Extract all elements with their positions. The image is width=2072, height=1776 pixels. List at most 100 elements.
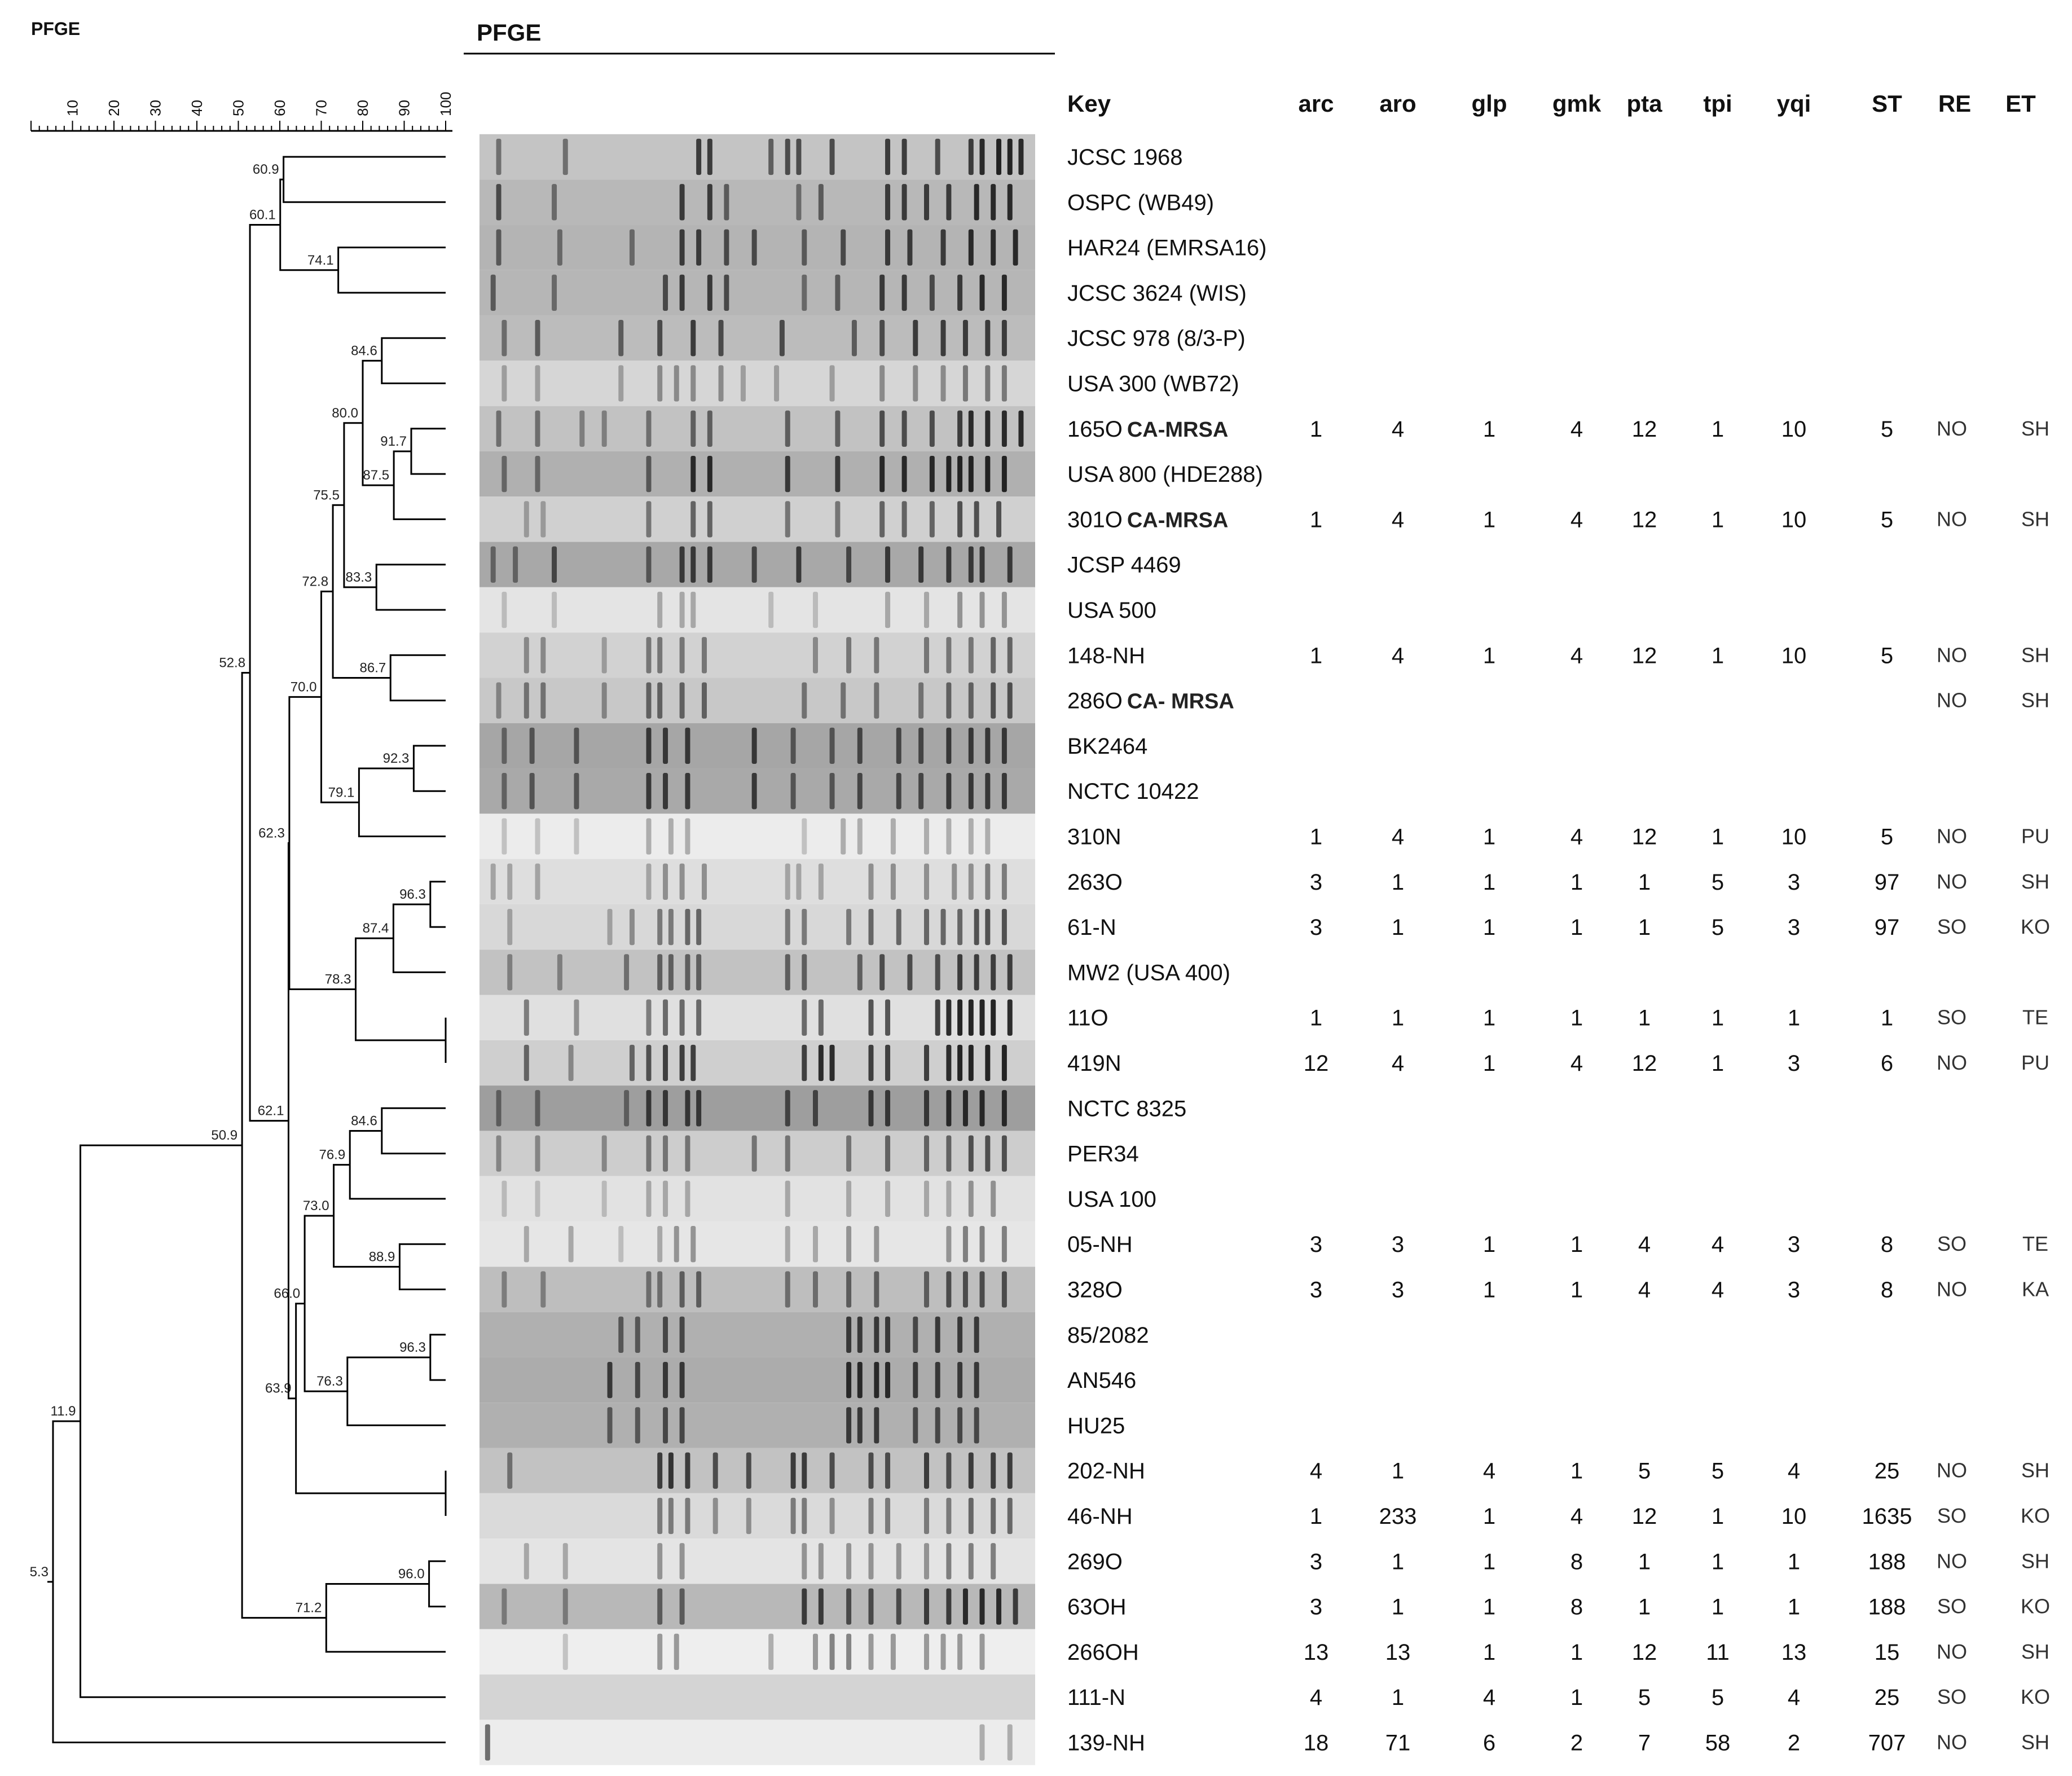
gel-band: [924, 1044, 929, 1082]
gel-band: [968, 138, 974, 175]
gel-band: [568, 1226, 574, 1263]
gel-band: [868, 1497, 874, 1535]
isolate-id: 165O: [1067, 417, 1123, 442]
gel-band: [751, 727, 757, 764]
gel-band: [857, 773, 863, 810]
cell-arc: 1: [1310, 1006, 1322, 1031]
cell-tpi: 1: [1712, 1006, 1724, 1031]
gel-lane: [479, 1221, 1035, 1267]
cell-aro: 3: [1392, 1278, 1404, 1303]
isolate-row: 05-NH 3 3 1 1 4 4 3 8 SO TE: [1067, 1232, 2048, 1257]
gel-band: [835, 410, 841, 447]
cell-st: 6: [1881, 1051, 1893, 1076]
gel-band: [885, 1361, 891, 1399]
dendrogram-branch: [249, 223, 289, 1122]
gel-band: [1001, 1226, 1007, 1263]
gel-title: PFGE: [477, 19, 541, 46]
gel-band: [968, 1180, 974, 1217]
gel-band: [979, 546, 985, 583]
isolate-id: AN546: [1067, 1368, 1136, 1393]
cell-glp: 1: [1483, 825, 1495, 850]
cell-yqi: 4: [1788, 1685, 1800, 1710]
gel-band: [974, 954, 979, 991]
gel-band: [857, 1407, 863, 1444]
cell-glp: 1: [1483, 1595, 1495, 1620]
gel-band: [524, 1226, 529, 1263]
gel-band: [979, 1724, 985, 1761]
isolate-key: USA 300 (WB72): [1067, 372, 1239, 397]
cell-arc: 3: [1310, 1549, 1322, 1574]
gel-band: [702, 637, 707, 674]
isolate-id: HAR24 (EMRSA16): [1067, 236, 1266, 261]
gel-lane: [479, 1720, 1035, 1765]
isolate-id: 139-NH: [1067, 1731, 1145, 1756]
gel-band: [962, 1226, 968, 1263]
gel-band: [496, 229, 501, 266]
gel-band: [540, 1271, 546, 1308]
cell-arc: 1: [1310, 643, 1322, 668]
gel-band: [879, 274, 885, 311]
gel-band: [496, 1135, 501, 1172]
cell-arc: 3: [1310, 915, 1322, 940]
isolate-row: 46-NH 1 233 1 4 12 1 10 1635 SO KO: [1067, 1504, 2050, 1529]
gel-band: [535, 320, 540, 357]
gel-band: [507, 954, 513, 991]
gel-band: [535, 365, 540, 402]
gel-band: [874, 1316, 879, 1353]
gel-band: [957, 1633, 963, 1671]
isolate-key: HU25: [1067, 1413, 1125, 1438]
gel-band: [690, 546, 696, 583]
node-similarity-label: 91.7: [380, 434, 407, 449]
gel-band: [657, 954, 663, 991]
cell-tpi: 1: [1712, 643, 1724, 668]
gel-band: [718, 320, 724, 357]
gel-band: [985, 320, 991, 357]
gel-band: [507, 908, 513, 946]
gel-band: [785, 1090, 790, 1127]
gel-band: [985, 1044, 991, 1082]
gel-band: [913, 1316, 918, 1353]
gel-band: [924, 637, 929, 674]
gel-band: [829, 727, 835, 764]
isolate-id: 148-NH: [1067, 643, 1145, 668]
gel-band: [552, 546, 557, 583]
gel-band: [524, 1543, 529, 1580]
gel-band: [979, 591, 985, 628]
isolate-key: 202-NH: [1067, 1459, 1145, 1484]
gel-band: [785, 1180, 790, 1217]
gel-band: [968, 455, 974, 493]
gel-band: [1007, 682, 1013, 719]
gel-band: [618, 1316, 624, 1353]
gel-band: [790, 1497, 796, 1535]
gel-band: [879, 410, 885, 447]
gel-band: [657, 1543, 663, 1580]
gel-lane: [479, 1131, 1035, 1176]
gel-band: [624, 954, 630, 991]
gel-band: [924, 908, 929, 946]
gel-band: [946, 1135, 952, 1172]
gel-band: [1018, 138, 1024, 175]
cell-gmk: 1: [1571, 1685, 1583, 1710]
gel-lane: [479, 949, 1035, 995]
gel-band: [690, 320, 696, 357]
gel-band: [991, 1497, 996, 1535]
gel-band: [935, 138, 940, 175]
gel-band: [690, 1226, 696, 1263]
gel-lane: [479, 632, 1035, 678]
cell-pta: 12: [1632, 1504, 1657, 1529]
isolate-key: USA 800 (HDE288): [1067, 462, 1263, 487]
col-header-yqi: yqi: [1777, 90, 1811, 117]
cell-yqi: 2: [1788, 1731, 1800, 1756]
cell-pta: 5: [1638, 1685, 1651, 1710]
isolate-id: 11O: [1067, 1006, 1108, 1031]
gel-band: [618, 320, 624, 357]
gel-band: [490, 274, 496, 311]
cell-gmk: 1: [1571, 915, 1583, 940]
cell-aro: 4: [1392, 643, 1404, 668]
node-similarity-label: 80.0: [332, 406, 358, 421]
gel-band: [1018, 410, 1024, 447]
isolate-key: BK2464: [1067, 734, 1147, 759]
gel-band: [679, 229, 685, 266]
gel-band: [829, 773, 835, 810]
node-similarity-label: 75.5: [313, 487, 340, 503]
